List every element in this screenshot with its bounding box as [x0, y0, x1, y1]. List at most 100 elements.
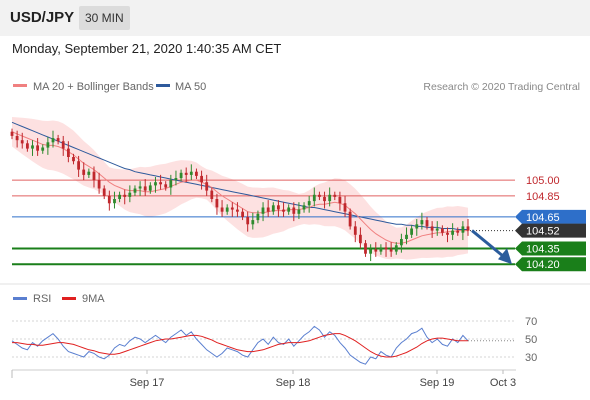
candle-body: [31, 145, 34, 149]
timeframe-badge[interactable]: 30 MIN: [79, 6, 130, 30]
candle-body: [215, 199, 219, 208]
x-tick-label: Sep 18: [276, 377, 311, 389]
candle-body: [210, 190, 214, 199]
x-tick-label: Sep 19: [420, 377, 455, 389]
x-axis: Sep 17 Sep 18 Sep 19 Oct 3: [11, 369, 516, 389]
price-label-104.85: 104.85: [526, 191, 560, 203]
rsi-ma-legend-label: 9MA: [82, 293, 105, 305]
candle-body: [410, 228, 413, 235]
candle-body: [113, 199, 116, 204]
rsi-ma-line: [12, 333, 468, 358]
candle-body: [312, 194, 316, 202]
rsi-panel: 70 50 30: [11, 316, 537, 365]
rsi-legend-label: RSI: [33, 293, 51, 305]
candle-body: [466, 226, 470, 231]
candle-body: [179, 172, 183, 179]
candle-body: [159, 182, 162, 185]
candle-body: [441, 228, 444, 233]
candle-body: [348, 211, 352, 227]
candle-body: [430, 226, 434, 231]
candle-body: [36, 145, 39, 151]
price-label-104.65: 104.65: [526, 212, 560, 224]
candle-body: [67, 148, 70, 157]
candles: [10, 128, 470, 262]
candle-body: [61, 141, 65, 149]
candle-body: [26, 143, 29, 149]
rsi-tick-70: 70: [525, 316, 537, 328]
ma20-line: [11, 131, 468, 244]
candle-body: [256, 213, 260, 221]
ma50-line: [11, 121, 468, 230]
candle-body: [148, 185, 152, 191]
candle-body: [51, 138, 55, 143]
candle-body: [328, 194, 332, 202]
candle-body: [72, 157, 75, 162]
copyright-label: Research © 2020 Trading Central: [423, 81, 580, 93]
candle-body: [41, 147, 45, 151]
candle-body: [77, 161, 80, 170]
price-tag-104.52: [515, 223, 586, 238]
candle-body: [133, 188, 137, 193]
candle-body: [118, 194, 121, 199]
candle-body: [292, 207, 296, 214]
candle-body: [154, 182, 157, 186]
candle-body: [446, 232, 449, 235]
candle-body: [82, 169, 86, 175]
candle-body: [374, 249, 378, 252]
forecast-arrow: [471, 229, 512, 265]
price-label-105.00: 105.00: [526, 175, 560, 187]
candle-body: [271, 205, 275, 212]
candle-body: [174, 178, 178, 181]
candle-body: [169, 180, 173, 188]
candle-body: [364, 243, 367, 254]
x-tick-label: Oct 3: [490, 377, 516, 389]
candle-body: [307, 201, 311, 206]
candle-body: [415, 224, 419, 229]
timestamp: Monday, September 21, 2020 1:40:35 AM CE…: [12, 41, 282, 56]
moving-averages: [11, 121, 468, 244]
candle-body: [266, 207, 270, 212]
price-tag-104.65: [515, 209, 586, 224]
candle-body: [261, 207, 265, 214]
candle-body: [435, 228, 439, 231]
candle-body: [343, 203, 347, 212]
candle-body: [107, 195, 111, 204]
candle-body: [405, 234, 408, 239]
rsi-legend-swatch: [13, 297, 27, 300]
price-tags: 105.00 104.85 104.65 104.52 104.35 104.20: [515, 175, 586, 272]
candle-body: [461, 226, 465, 233]
candle-body: [92, 171, 96, 181]
candle-body: [10, 131, 14, 136]
price-label-104.20: 104.20: [526, 259, 560, 271]
price-tag-104.20: [515, 257, 586, 272]
candle-body: [384, 247, 388, 250]
ma50-legend-swatch: [156, 84, 170, 87]
candle-body: [20, 140, 24, 144]
candle-body: [205, 182, 209, 191]
candle-body: [338, 196, 342, 204]
candle-body: [333, 194, 337, 197]
price-label-104.52: 104.52: [526, 226, 560, 238]
candle-body: [282, 209, 285, 212]
candle-body: [236, 209, 239, 212]
candle-body: [241, 211, 244, 217]
candle-body: [143, 186, 147, 191]
rsi-tick-50: 50: [525, 334, 537, 346]
candle-body: [230, 207, 234, 210]
candle-body: [287, 207, 291, 212]
candle-body: [102, 188, 106, 196]
candle-body: [379, 247, 383, 252]
candle-body: [359, 234, 362, 244]
candle-body: [456, 230, 460, 233]
candle-body: [297, 209, 301, 214]
bollinger-band-area: [12, 117, 468, 260]
candle-body: [225, 207, 229, 212]
symbol-label: USD/JPY: [10, 9, 75, 26]
candle-body: [451, 230, 454, 235]
bollinger-band: [12, 117, 468, 260]
ma20-legend-swatch: [13, 84, 27, 87]
candle-body: [400, 239, 403, 246]
candle-body: [128, 192, 132, 197]
rsi-line: [11, 325, 469, 365]
